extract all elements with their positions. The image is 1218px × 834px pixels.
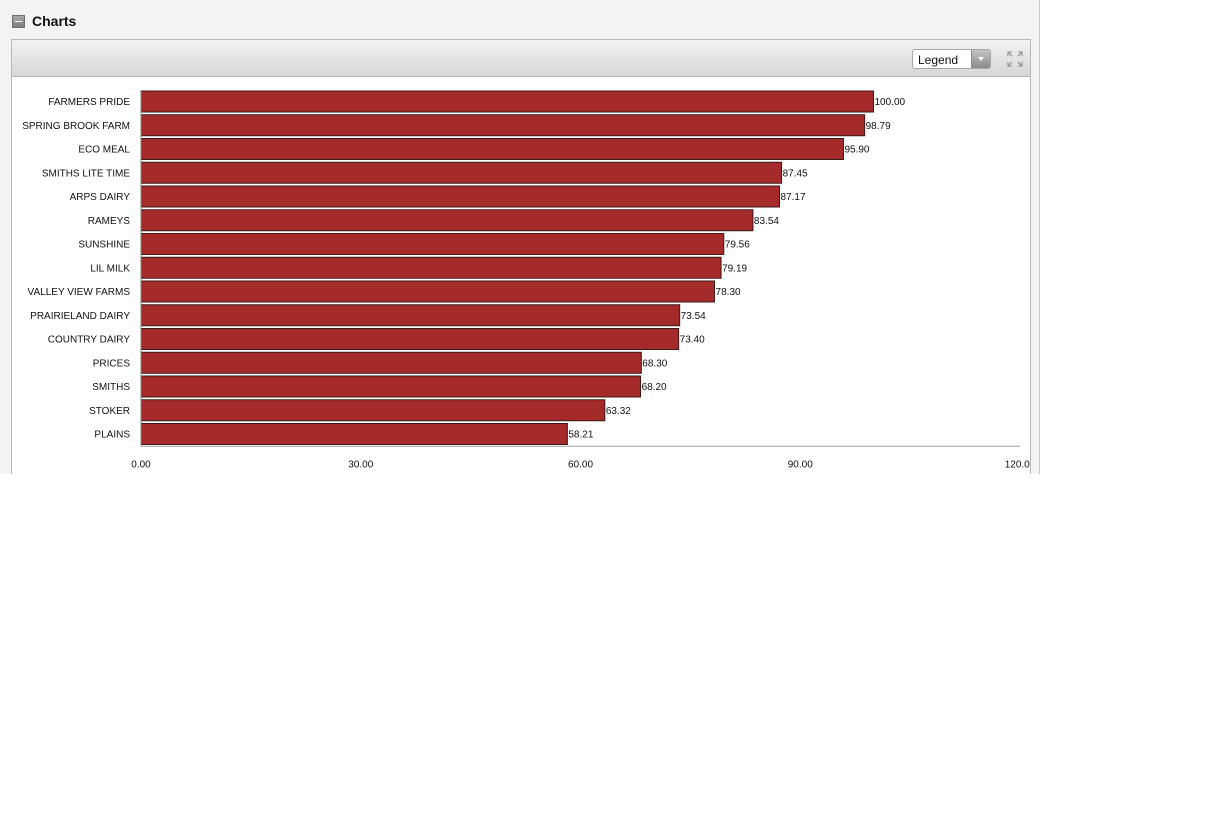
category-label: RAMEYS — [88, 216, 131, 227]
legend-dropdown-label: Legend — [918, 53, 959, 67]
x-tick-label: 60.00 — [568, 459, 593, 470]
category-label: FARMERS PRIDE — [48, 97, 130, 108]
bar — [140, 256, 722, 279]
data-label: 73.40 — [680, 335, 705, 346]
x-tick-label: 120.00 — [1005, 459, 1030, 470]
expand-icon[interactable] — [1006, 50, 1024, 68]
panel-header: Charts — [12, 10, 76, 32]
category-label: ECO MEAL — [78, 145, 130, 156]
bar — [140, 138, 844, 160]
data-label: 63.32 — [606, 406, 631, 417]
data-label: 87.17 — [781, 192, 806, 203]
data-label: 78.30 — [716, 287, 741, 298]
bar — [140, 280, 716, 303]
category-label: PLAINS — [94, 430, 130, 441]
x-tick-label: 90.00 — [788, 459, 813, 470]
category-label: SMITHS — [92, 382, 130, 393]
bar — [140, 185, 781, 208]
category-label: LIL MILK — [90, 263, 130, 274]
bar — [140, 328, 680, 350]
category-label: SPRING BROOK FARM — [22, 121, 130, 132]
data-label: 100.00 — [875, 97, 906, 108]
bar — [140, 161, 783, 184]
category-label: SUNSHINE — [78, 240, 130, 251]
bar — [140, 423, 568, 445]
data-label: 79.19 — [722, 263, 747, 274]
panel-title: Charts — [32, 13, 77, 29]
data-label: 87.45 — [783, 168, 808, 179]
collapse-icon[interactable] — [12, 14, 25, 28]
category-label: PRAIRIELAND DAIRY — [30, 311, 130, 322]
bar — [140, 233, 725, 255]
data-label: 58.21 — [568, 430, 593, 441]
category-label: COUNTRY DAIRY — [48, 335, 131, 346]
data-label: 79.56 — [725, 240, 750, 251]
data-label: 98.79 — [866, 121, 891, 132]
bar — [140, 114, 866, 137]
legend-dropdown[interactable]: Legend — [912, 49, 991, 69]
category-label: PRICES — [93, 358, 131, 369]
data-label: 95.90 — [844, 145, 869, 156]
chart-toolbar: Legend — [12, 40, 1030, 77]
chevron-down-icon[interactable] — [971, 50, 990, 68]
bar — [140, 209, 754, 232]
category-label: SMITHS LITE TIME — [42, 168, 130, 179]
bar — [140, 351, 642, 374]
chart-frame: Legend FARMERS PRIDE 100.00 SPRING BROOK F… — [11, 39, 1031, 474]
x-tick-label: 0.00 — [131, 459, 151, 470]
data-label: 73.54 — [681, 311, 706, 322]
data-label: 83.54 — [754, 216, 779, 227]
data-label: 68.20 — [642, 382, 667, 393]
bar-chart: FARMERS PRIDE 100.00 SPRING BROOK FARM 98.7… — [22, 90, 1030, 470]
bar — [140, 375, 642, 398]
category-label: VALLEY VIEW FARMS — [28, 287, 131, 298]
bar — [140, 90, 874, 113]
bar — [140, 399, 606, 422]
charts-panel: Charts Legend FARMERS PRIDE — [0, 0, 1040, 474]
bar — [140, 304, 681, 327]
category-label: STOKER — [89, 406, 130, 417]
x-tick-label: 30.00 — [348, 459, 373, 470]
category-label: ARPS DAIRY — [70, 192, 131, 203]
data-label: 68.30 — [642, 358, 667, 369]
